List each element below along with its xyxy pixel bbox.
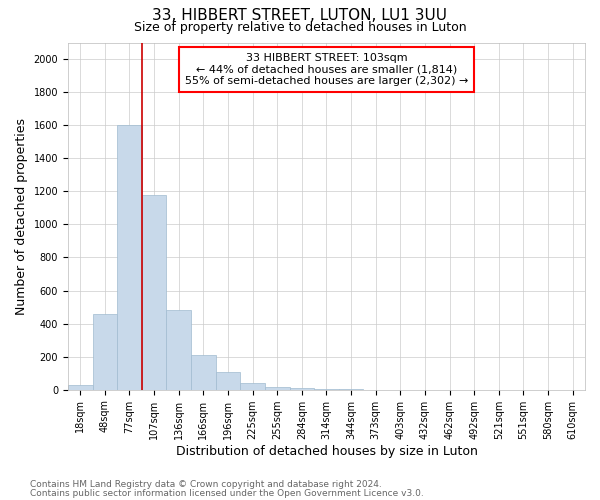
Text: Size of property relative to detached houses in Luton: Size of property relative to detached ho… bbox=[134, 21, 466, 34]
Text: 33 HIBBERT STREET: 103sqm
← 44% of detached houses are smaller (1,814)
55% of se: 33 HIBBERT STREET: 103sqm ← 44% of detac… bbox=[185, 53, 468, 86]
Bar bbox=[339, 389, 364, 390]
Bar bbox=[314, 389, 339, 390]
Bar bbox=[265, 387, 290, 390]
Bar bbox=[92, 314, 117, 390]
Bar bbox=[117, 125, 142, 390]
Bar bbox=[240, 383, 265, 390]
Text: 33, HIBBERT STREET, LUTON, LU1 3UU: 33, HIBBERT STREET, LUTON, LU1 3UU bbox=[152, 8, 448, 22]
Text: Contains public sector information licensed under the Open Government Licence v3: Contains public sector information licen… bbox=[30, 489, 424, 498]
Bar bbox=[68, 385, 92, 390]
Bar bbox=[142, 194, 166, 390]
Bar bbox=[215, 372, 240, 390]
Text: Contains HM Land Registry data © Crown copyright and database right 2024.: Contains HM Land Registry data © Crown c… bbox=[30, 480, 382, 489]
Bar bbox=[290, 388, 314, 390]
Bar bbox=[166, 310, 191, 390]
X-axis label: Distribution of detached houses by size in Luton: Distribution of detached houses by size … bbox=[176, 444, 478, 458]
Bar bbox=[191, 355, 215, 390]
Y-axis label: Number of detached properties: Number of detached properties bbox=[15, 118, 28, 314]
